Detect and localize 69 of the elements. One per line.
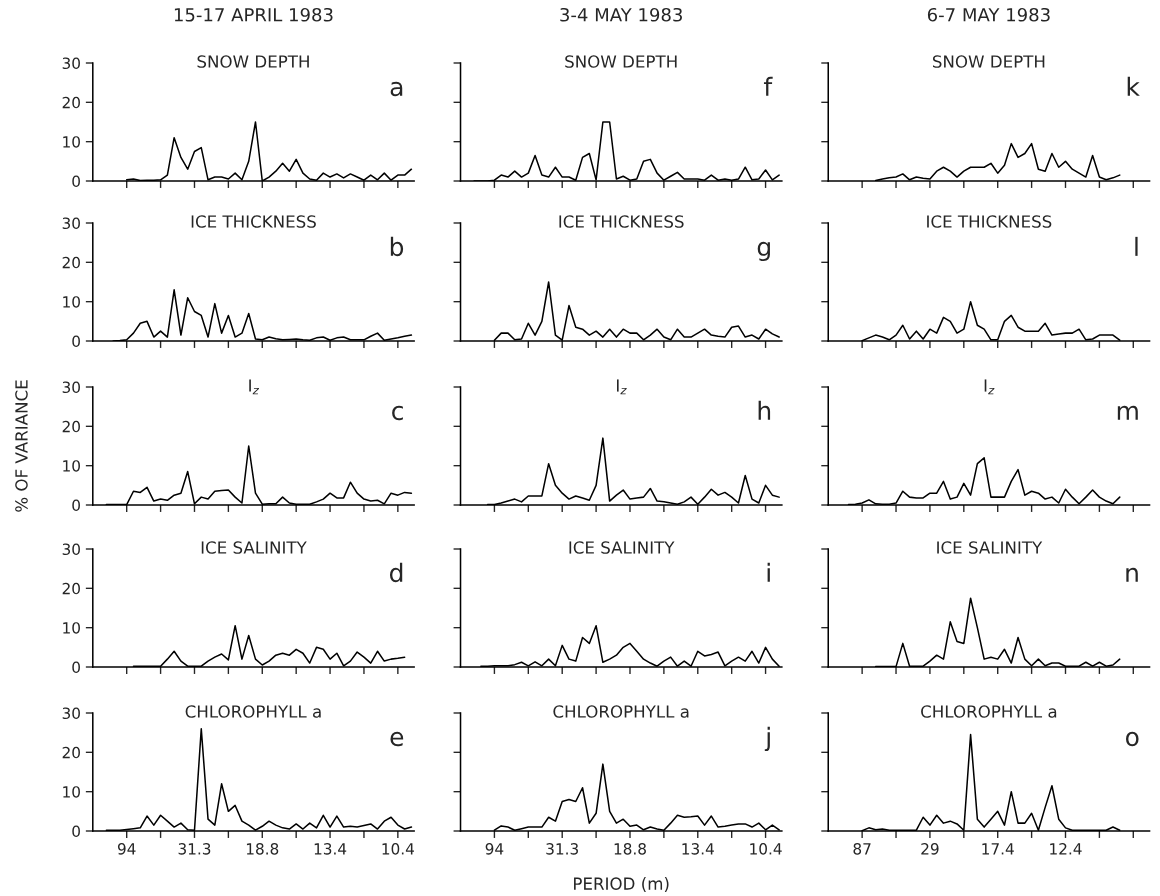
y-tick-label: 20 xyxy=(62,256,80,269)
annotation: h xyxy=(758,400,771,420)
x-tick-label: 10.4 xyxy=(382,843,414,855)
chart-title: CHLOROPHYLL a xyxy=(553,705,689,718)
x-tick-label: 18.8 xyxy=(246,843,279,855)
chart-subtitle: SNOW DEPTH xyxy=(932,55,1045,68)
x-tick-label: 10.4 xyxy=(750,843,782,855)
y-tick-label: 20 xyxy=(62,420,80,433)
y-tick-label: 20 xyxy=(62,746,80,759)
x-tick-label: 94 xyxy=(485,843,504,855)
annotation: m xyxy=(1117,405,1138,420)
chart-title: ICE THICKNESS xyxy=(559,215,684,228)
x-tick-label: 31.3 xyxy=(546,843,578,855)
annotation: l xyxy=(1135,236,1138,256)
x-tick-label: 13.4 xyxy=(682,843,714,855)
x-tick-label: 17.4 xyxy=(982,843,1014,855)
chart-title: ICE SALINITY xyxy=(201,541,307,554)
y-tick-label: 0 xyxy=(72,661,80,674)
chart-title: CHLOROPHYLL a xyxy=(185,705,321,718)
chart-title: I$_{z}$ xyxy=(249,379,260,395)
annotation: d xyxy=(389,562,403,583)
x-axis-title: PERIOD (m) xyxy=(574,877,669,892)
chart-title: 6-7 MAY 1983 xyxy=(927,7,1050,22)
annotation: i xyxy=(767,562,770,582)
chart-title: 3-4 MAY 1983 xyxy=(560,7,682,22)
y-tick-label: 30 xyxy=(62,57,80,70)
annotation: o xyxy=(1126,731,1139,747)
annotation: j xyxy=(764,726,770,752)
x-tick-label: 29 xyxy=(921,843,939,855)
chart-title: ICE THICKNESS xyxy=(191,215,316,228)
y-tick-label: 10 xyxy=(63,296,80,308)
x-tick-label: 13.4 xyxy=(314,843,347,855)
chart-title: ICE THICKNESS xyxy=(927,215,1052,228)
y-tick-label: 30 xyxy=(62,217,80,230)
y-tick-label: 0 xyxy=(72,175,80,188)
y-tick-label: 30 xyxy=(62,381,80,394)
annotation: a xyxy=(390,81,403,97)
chart-title: I$_{z}$ xyxy=(616,379,627,395)
annotation: g xyxy=(757,241,770,262)
y-tick-label: 10 xyxy=(63,136,80,148)
y-tick-label: 0 xyxy=(72,825,80,838)
annotation: e xyxy=(390,731,404,747)
annotation: c xyxy=(392,405,403,421)
chart-title: ICE SALINITY xyxy=(937,541,1043,554)
x-tick-label: 87 xyxy=(853,843,871,855)
y-tick-label: 20 xyxy=(62,96,80,109)
chart-subtitle: SNOW DEPTH xyxy=(565,55,677,68)
y-tick-label: 10 xyxy=(63,786,80,798)
x-tick-label: 12.4 xyxy=(1050,843,1082,855)
y-tick-label: 0 xyxy=(72,499,80,512)
y-axis-title: % OF VARIANCE xyxy=(15,380,28,512)
chart-subtitle: SNOW DEPTH xyxy=(197,55,309,68)
annotation: f xyxy=(763,76,773,96)
chart-title: I$_{z}$ xyxy=(984,379,995,395)
x-tick-label: 31.3 xyxy=(178,843,211,855)
x-tick-label: 94 xyxy=(117,843,136,855)
chart-title: ICE SALINITY xyxy=(569,541,675,554)
annotation: b xyxy=(390,236,404,257)
y-tick-label: 0 xyxy=(72,335,80,348)
y-tick-label: 30 xyxy=(62,543,80,556)
y-tick-label: 10 xyxy=(63,460,80,472)
y-tick-label: 20 xyxy=(62,582,80,595)
x-tick-label: 18.8 xyxy=(614,843,646,855)
annotation: k xyxy=(1127,76,1140,96)
chart-title: CHLOROPHYLL a xyxy=(921,705,1057,718)
chart-title: 15-17 APRIL 1983 xyxy=(174,7,333,22)
y-tick-label: 30 xyxy=(62,707,80,720)
annotation: n xyxy=(1126,567,1138,582)
y-tick-label: 10 xyxy=(63,622,80,634)
